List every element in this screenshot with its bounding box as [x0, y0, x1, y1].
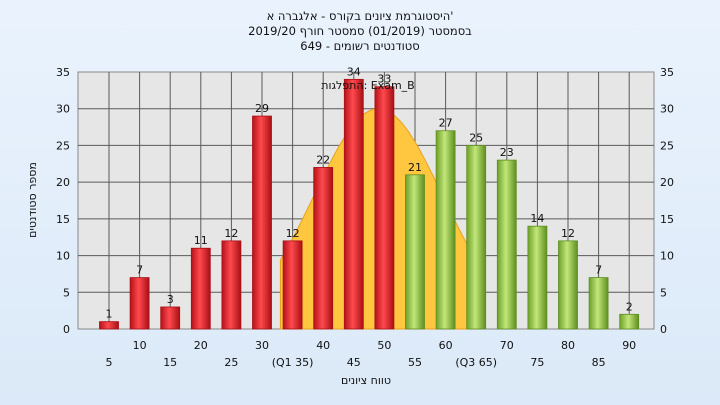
- bar-value-label: 12: [561, 227, 575, 240]
- y-tick-right: 35: [660, 66, 674, 79]
- bar-40: [313, 167, 334, 330]
- bar-value-label: 21: [408, 161, 422, 174]
- bar-value-label: 7: [136, 264, 143, 277]
- bar-20: [190, 247, 211, 330]
- bar-value-label: 34: [347, 65, 361, 78]
- y-tick-right: 20: [660, 176, 674, 189]
- x-tick-label: 75: [530, 356, 544, 369]
- y-tick-left: 20: [56, 176, 70, 189]
- title-line-3: סטודנטים רשומים - 649: [300, 39, 419, 53]
- x-tick-label: 45: [347, 356, 361, 369]
- x-tick-label: (Q3 65): [455, 356, 497, 369]
- x-axis-label: טווח ציונים: [341, 374, 391, 387]
- y-axis-label: מספר סטודנטים: [26, 162, 39, 238]
- bar-value-label: 27: [439, 117, 453, 130]
- x-tick-label: 55: [408, 356, 422, 369]
- x-tick-label: (Q1 35): [272, 356, 314, 369]
- y-tick-left: 5: [63, 286, 70, 299]
- y-axis-left: 0 5 10 15 20 25 30 35: [56, 66, 70, 336]
- bar-value-label: 23: [500, 146, 514, 159]
- bar-30: [252, 115, 272, 330]
- bar-value-label: 7: [595, 264, 602, 277]
- x-axis: 5 10 15 20 25 30(Q1 35)40 45 50 55 60(Q3 65)70 75 8…: [106, 339, 637, 369]
- bar-value-label: 2: [626, 300, 633, 313]
- bar-10: [129, 277, 150, 330]
- y-tick-right: 10: [660, 250, 674, 263]
- x-tick-label: 5: [106, 356, 113, 369]
- y-tick-left: 0: [63, 323, 70, 336]
- y-tick-left: 15: [56, 213, 70, 226]
- bar-value-label: 25: [469, 131, 483, 144]
- bars: 1 7 3 11 12 29 12 22 34 33 21 27 25 23 14 12 7 2: [99, 65, 640, 330]
- bar-65: [466, 145, 487, 330]
- y-tick-right: 15: [660, 213, 674, 226]
- bar-85: [588, 277, 609, 330]
- bar-value-label: 22: [316, 153, 330, 166]
- x-tick-label: 85: [592, 356, 606, 369]
- chart-title: היסטוגרמת ציונים בקורס - אלגברה א' בסמסט…: [248, 9, 472, 53]
- bar-value-label: 1: [106, 308, 113, 321]
- x-tick-label: 80: [561, 339, 575, 352]
- bar-75: [527, 225, 548, 330]
- y-tick-left: 35: [56, 66, 70, 79]
- x-tick-label: 30: [255, 339, 269, 352]
- bar-60: [435, 130, 456, 330]
- x-tick-label: 40: [316, 339, 330, 352]
- y-tick-left: 10: [56, 250, 70, 263]
- bar-value-label: 14: [530, 212, 544, 225]
- bar-value-label: 12: [286, 227, 300, 240]
- y-tick-left: 25: [56, 139, 70, 152]
- bar-value-label: 12: [224, 227, 238, 240]
- y-tick-right: 0: [660, 323, 667, 336]
- bar-15: [160, 306, 181, 330]
- x-tick-label: 70: [500, 339, 514, 352]
- y-tick-right: 5: [660, 286, 667, 299]
- x-tick-label: 50: [377, 339, 391, 352]
- x-tick-label: 20: [194, 339, 208, 352]
- x-tick-label: 90: [622, 339, 636, 352]
- bar-value-label: 29: [255, 102, 269, 115]
- x-tick-label: 25: [224, 356, 238, 369]
- y-tick-right: 25: [660, 139, 674, 152]
- title-line-1: היסטוגרמת ציונים בקורס - אלגברה א': [267, 9, 454, 23]
- bar-25: [221, 240, 242, 330]
- x-tick-label: 60: [439, 339, 453, 352]
- y-axis-right: 0 5 10 15 20 25 30 35: [660, 66, 674, 336]
- bar-80: [558, 240, 578, 330]
- y-tick-left: 30: [56, 103, 70, 116]
- x-tick-label: 10: [133, 339, 147, 352]
- bar-50: [374, 86, 395, 330]
- bar-value-label: 11: [194, 234, 208, 247]
- bar-value-label: 3: [167, 293, 174, 306]
- y-tick-right: 30: [660, 103, 674, 116]
- bar-55: [405, 174, 425, 330]
- bar-45: [343, 78, 364, 330]
- bar-90: [619, 313, 640, 330]
- bar-35: [282, 240, 303, 330]
- curve-annotation: התפלגות: Exam_B: [321, 79, 414, 92]
- title-line-2: בסמסטר (01/2019) סמסטר חורף 2019/20: [248, 24, 472, 38]
- bar-value-label: 33: [377, 73, 391, 86]
- x-tick-label: 15: [163, 356, 177, 369]
- bar-5: [99, 321, 119, 330]
- bar-70: [496, 159, 517, 330]
